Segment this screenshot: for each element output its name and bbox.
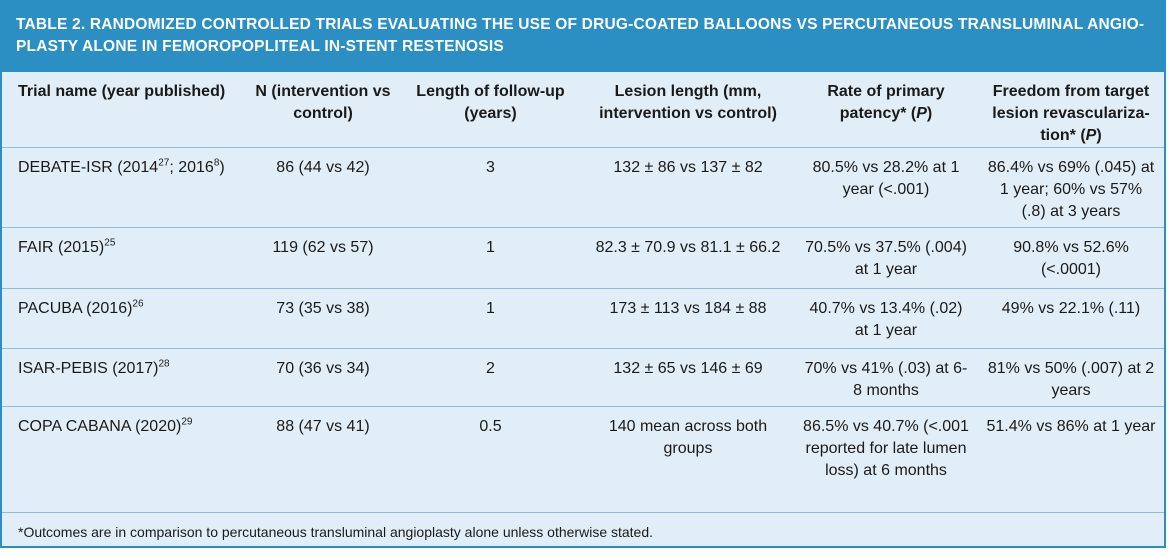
cell-followup: 3 [399,147,582,228]
cell-n: 119 (62 vs 57) [247,227,399,289]
table-title: TABLE 2. RANDOMIZED CONTROLLED TRIALS EV… [2,2,1164,72]
cell-tlr: 51.4% vs 86% at 1 year [978,406,1164,513]
trial-year-sep: ; 2016 [169,159,214,176]
cell-lesion: 140 mean across both groups [582,406,794,513]
table-row: PACUBA (2016)26 73 (35 vs 38) 1 173 ± 11… [2,288,1164,349]
cell-n: 88 (47 vs 41) [247,406,399,513]
trial-year: 2014 [122,159,159,176]
cell-n: 73 (35 vs 38) [247,288,399,349]
cell-patency: 70.5% vs 37.5% (.004) at 1 year [794,227,978,289]
cell-lesion: 82.3 ± 70.9 vs 81.1 ± 66.2 [582,227,794,289]
trial-name: PACUBA (2016) [18,300,133,317]
reference-superscript: 29 [181,416,193,428]
reference-superscript: 25 [104,237,116,249]
cell-lesion: 132 ± 86 vs 137 ± 82 [582,147,794,228]
cell-followup: 2 [399,348,582,407]
table-row: DEBATE-ISR (201427; 20168) 86 (44 vs 42)… [2,147,1164,228]
cell-tlr: 90.8% vs 52.6% (<.0001) [978,227,1164,289]
table-container: TABLE 2. RANDOMIZED CONTROLLED TRIALS EV… [0,0,1166,548]
trials-table: Trial name (year published) N (intervent… [2,72,1164,513]
table-row: ISAR-PEBIS (2017)28 70 (36 vs 34) 2 132 … [2,348,1164,407]
trial-name: FAIR (2015) [18,239,105,256]
reference-superscript: 27 [158,157,170,169]
table-row: COPA CABANA (2020)29 88 (47 vs 41) 0.5 1… [2,406,1164,513]
cell-lesion: 173 ± 113 vs 184 ± 88 [582,288,794,349]
table-title-text: TABLE 2. RANDOMIZED CONTROLLED TRIALS EV… [16,16,1145,55]
cell-trial: FAIR (2015)25 [2,227,247,289]
reference-superscript: 26 [132,298,144,310]
cell-n: 70 (36 vs 34) [247,348,399,407]
cell-patency: 70% vs 41% (.03) at 6-8 months [794,348,978,407]
cell-trial: COPA CABANA (2020)29 [2,406,247,513]
cell-trial: DEBATE-ISR (201427; 20168) [2,147,247,228]
cell-tlr: 81% vs 50% (.007) at 2 years [978,348,1164,407]
header-row: Trial name (year published) N (intervent… [2,72,1164,148]
header-trial-name: Trial name (year published) [2,72,247,148]
table-footnote: *Outcomes are in comparison to percutane… [18,524,654,540]
cell-trial: ISAR-PEBIS (2017)28 [2,348,247,407]
header-tlr-text: Freedom from target lesion revasculariza… [992,83,1150,144]
cell-lesion: 132 ± 65 vs 146 ± 69 [582,348,794,407]
trial-name: DEBATE-ISR [18,159,113,176]
header-n: N (intervention vs control) [247,72,399,148]
header-primary-patency: Rate of primary patency* (P) [794,72,978,148]
table-row: FAIR (2015)25 119 (62 vs 57) 1 82.3 ± 70… [2,227,1164,289]
header-lesion-length: Lesion length (mm, intervention vs contr… [582,72,794,148]
trial-close: ) [219,159,225,176]
header-primary-patency-text: Rate of primary patency* (P) [827,83,945,122]
cell-n: 86 (44 vs 42) [247,147,399,228]
reference-superscript: 8 [213,157,220,169]
header-followup: Length of follow-up (years) [399,72,582,148]
cell-trial: PACUBA (2016)26 [2,288,247,349]
cell-patency: 86.5% vs 40.7% (<.001 reported for late … [794,406,978,513]
cell-tlr: 86.4% vs 69% (.045) at 1 year; 60% vs 57… [978,147,1164,228]
trial-name: ISAR-PEBIS (2017) [18,360,159,377]
header-tlr: Freedom from target lesion revasculariza… [978,72,1164,148]
cell-followup: 1 [399,227,582,289]
trial-name: COPA CABANA (2020) [18,418,182,435]
cell-followup: 1 [399,288,582,349]
cell-patency: 80.5% vs 28.2% at 1 year (<.001) [794,147,978,228]
reference-superscript: 28 [158,358,170,370]
cell-patency: 40.7% vs 13.4% (.02) at 1 year [794,288,978,349]
cell-tlr: 49% vs 22.1% (.11) [978,288,1164,349]
cell-followup: 0.5 [399,406,582,513]
